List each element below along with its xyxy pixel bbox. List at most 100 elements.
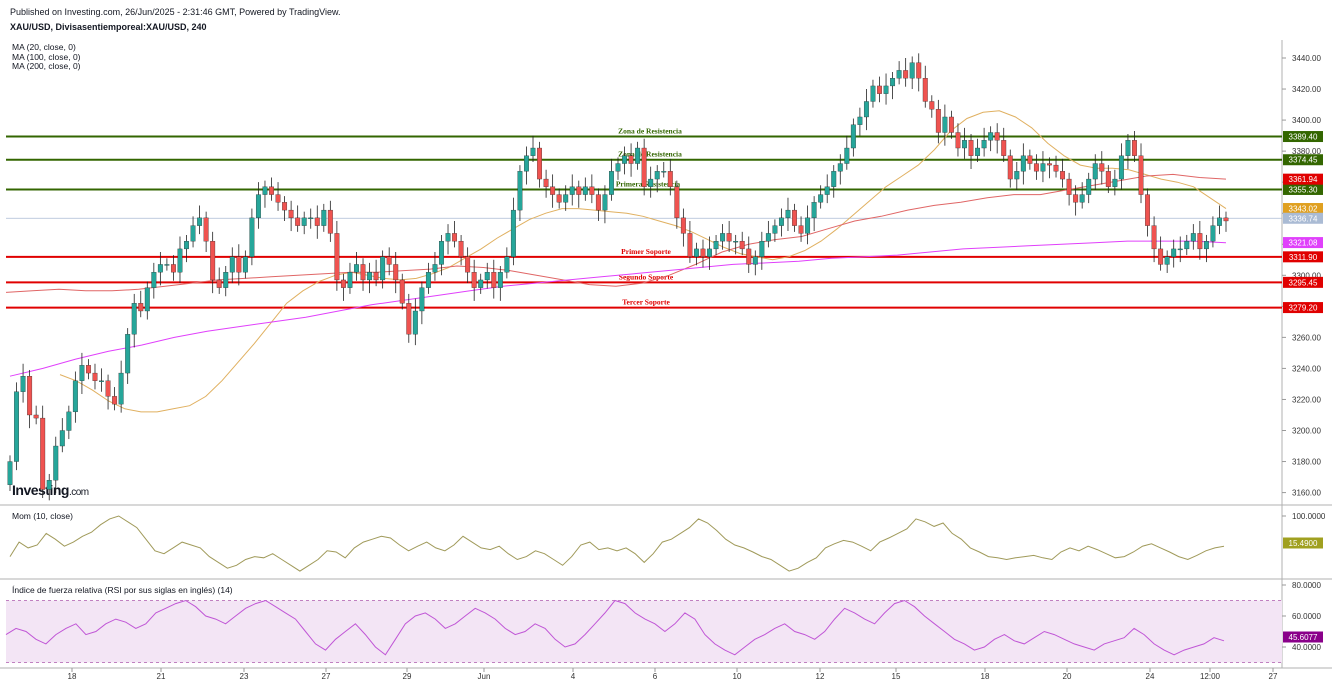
rsi-title: Índice de fuerza relativa (RSI por sus s… bbox=[12, 585, 233, 595]
level-tag: 3374.45 bbox=[1289, 156, 1318, 165]
candle-body bbox=[497, 272, 503, 288]
candle-body bbox=[1086, 178, 1092, 195]
candle-body bbox=[955, 132, 961, 149]
candle-body bbox=[648, 178, 654, 187]
candle-body bbox=[667, 171, 673, 187]
candle-body bbox=[569, 186, 575, 195]
last-price-tag: 3336.74 bbox=[1289, 214, 1318, 223]
candle-body bbox=[1092, 163, 1098, 180]
candle-body bbox=[190, 225, 196, 242]
candle-body bbox=[1099, 163, 1105, 172]
candle-body bbox=[1158, 248, 1164, 265]
candle-body bbox=[844, 147, 850, 164]
candle-body bbox=[1020, 155, 1026, 172]
time-tick-label: 21 bbox=[157, 672, 166, 681]
time-tick-label: 12 bbox=[816, 672, 825, 681]
candle-body bbox=[595, 194, 601, 211]
level-label: Primer Soporte bbox=[621, 247, 671, 256]
ma-tag: 3343.02 bbox=[1289, 205, 1318, 214]
time-tick-label: 12:00 bbox=[1200, 672, 1221, 681]
candle-body bbox=[412, 310, 418, 335]
candle-body bbox=[1223, 217, 1229, 222]
candle-body bbox=[1027, 155, 1033, 164]
time-tick-label: 24 bbox=[1146, 672, 1155, 681]
level-tag: 3355.30 bbox=[1289, 185, 1318, 194]
candle-body bbox=[59, 430, 65, 447]
candle-body bbox=[1197, 233, 1203, 250]
candle-body bbox=[138, 303, 144, 312]
price-tick-label: 3380.00 bbox=[1292, 147, 1321, 156]
candle-body bbox=[86, 365, 91, 374]
level-tag-bg bbox=[1283, 276, 1323, 288]
candle-body bbox=[170, 264, 176, 273]
candle-body bbox=[1033, 163, 1039, 172]
ma-tag-bg bbox=[1283, 173, 1323, 185]
candle-body bbox=[255, 194, 261, 219]
candle-body bbox=[707, 248, 712, 257]
candle-body bbox=[406, 303, 412, 335]
candle-body bbox=[360, 264, 366, 281]
candle-body bbox=[99, 380, 104, 382]
candle-body bbox=[1132, 140, 1137, 156]
candle-body bbox=[563, 194, 569, 203]
candle-body bbox=[223, 272, 229, 288]
candle-body bbox=[818, 194, 824, 203]
candle-body bbox=[46, 480, 52, 490]
candle-body bbox=[197, 217, 203, 226]
candle-body bbox=[524, 155, 529, 172]
candle-body bbox=[40, 417, 46, 490]
candle-body bbox=[1177, 248, 1183, 251]
candle-body bbox=[1053, 164, 1059, 172]
time-tick-label: 18 bbox=[981, 672, 990, 681]
candle-body bbox=[321, 209, 327, 226]
candle-body bbox=[857, 116, 863, 125]
candle-body bbox=[282, 202, 288, 211]
candle-body bbox=[582, 186, 588, 195]
candle-body bbox=[752, 256, 758, 265]
candle-body bbox=[713, 240, 719, 250]
candle-body bbox=[609, 171, 614, 195]
level-label: Segundo Soporte bbox=[619, 272, 674, 281]
candle-body bbox=[772, 225, 778, 234]
candle-body bbox=[863, 101, 869, 118]
candle-body bbox=[1145, 194, 1150, 226]
candle-body bbox=[975, 147, 981, 156]
candle-body bbox=[615, 163, 621, 172]
candle-body bbox=[883, 85, 889, 94]
price-tick-label: 3200.00 bbox=[1292, 427, 1321, 436]
candle-body bbox=[484, 272, 490, 281]
time-tick-label: Jun bbox=[478, 672, 491, 681]
candle-body bbox=[1164, 256, 1170, 265]
candle-body bbox=[269, 186, 274, 195]
investing-logo: Investing.com bbox=[12, 482, 89, 498]
candle-body bbox=[739, 240, 745, 250]
candle-body bbox=[674, 186, 680, 219]
candle-body bbox=[1014, 171, 1020, 180]
candle-body bbox=[458, 240, 464, 257]
candle-body bbox=[981, 140, 987, 149]
candle-body bbox=[778, 217, 784, 226]
candle-body bbox=[988, 132, 994, 141]
candle-body bbox=[1125, 140, 1131, 156]
candle-body bbox=[399, 279, 405, 304]
price-tick-label: 3440.00 bbox=[1292, 54, 1321, 63]
candle-body bbox=[72, 380, 78, 413]
candle-body bbox=[850, 124, 856, 149]
level-label: Zona de Resistencia bbox=[618, 127, 682, 136]
candle-body bbox=[1171, 248, 1177, 257]
candle-body bbox=[33, 414, 39, 419]
candle-body bbox=[903, 70, 909, 79]
candle-body bbox=[14, 391, 19, 462]
rsi-tick-label: 60.0000 bbox=[1292, 612, 1321, 621]
price-tick-label: 3220.00 bbox=[1292, 395, 1321, 404]
time-tick-label: 18 bbox=[68, 672, 77, 681]
candle-body bbox=[870, 85, 876, 102]
candle-body bbox=[1151, 225, 1157, 250]
level-label: Primera Resistencia bbox=[616, 179, 681, 188]
candle-body bbox=[661, 171, 667, 173]
ma20-line bbox=[59, 110, 1227, 413]
time-tick-label: 23 bbox=[240, 672, 249, 681]
candle-body bbox=[798, 225, 804, 234]
price-tick-label: 3240.00 bbox=[1292, 364, 1321, 373]
